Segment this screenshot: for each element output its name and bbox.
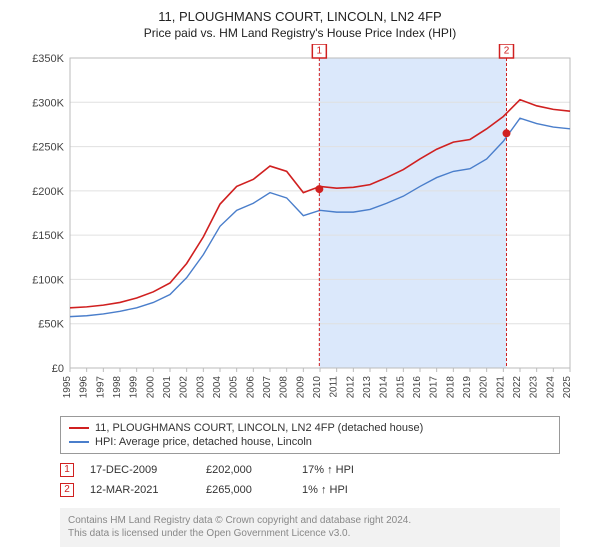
svg-text:2017: 2017 — [429, 375, 440, 398]
svg-text:2025: 2025 — [562, 375, 573, 398]
svg-text:2020: 2020 — [479, 375, 490, 398]
chart-legend: 11, PLOUGHMANS COURT, LINCOLN, LN2 4FP (… — [60, 416, 560, 454]
sale-delta: 17% ↑ HPI — [302, 464, 392, 476]
svg-text:2007: 2007 — [262, 375, 273, 398]
svg-text:1996: 1996 — [79, 375, 90, 398]
svg-text:£200K: £200K — [32, 185, 64, 197]
svg-text:2000: 2000 — [145, 375, 156, 398]
svg-text:2014: 2014 — [379, 375, 390, 398]
svg-text:2021: 2021 — [495, 375, 506, 398]
svg-text:£100K: £100K — [32, 274, 64, 286]
footer-line: This data is licensed under the Open Gov… — [68, 527, 552, 541]
svg-text:1999: 1999 — [129, 375, 140, 398]
svg-text:2002: 2002 — [179, 375, 190, 398]
page-subtitle: Price paid vs. HM Land Registry's House … — [12, 26, 588, 40]
svg-text:£50K: £50K — [38, 318, 64, 330]
sale-marker-icon: 1 — [60, 463, 74, 477]
svg-text:2023: 2023 — [529, 375, 540, 398]
svg-text:2019: 2019 — [462, 375, 473, 398]
svg-text:2011: 2011 — [329, 375, 340, 397]
sale-marker-icon: 2 — [60, 483, 74, 497]
sale-record: 2 12-MAR-2021 £265,000 1% ↑ HPI — [60, 480, 588, 500]
legend-swatch — [69, 427, 89, 429]
svg-text:2001: 2001 — [162, 375, 173, 398]
legend-item: 11, PLOUGHMANS COURT, LINCOLN, LN2 4FP (… — [69, 421, 551, 435]
legend-label: 11, PLOUGHMANS COURT, LINCOLN, LN2 4FP (… — [95, 422, 423, 434]
sale-record: 1 17-DEC-2009 £202,000 17% ↑ HPI — [60, 460, 588, 480]
svg-text:2016: 2016 — [412, 375, 423, 398]
sale-date: 12-MAR-2021 — [90, 484, 190, 496]
sale-records: 1 17-DEC-2009 £202,000 17% ↑ HPI 2 12-MA… — [60, 460, 588, 500]
svg-text:2009: 2009 — [295, 375, 306, 398]
svg-text:2004: 2004 — [212, 375, 223, 398]
svg-text:2015: 2015 — [395, 375, 406, 398]
root: 11, PLOUGHMANS COURT, LINCOLN, LN2 4FP P… — [0, 0, 600, 560]
sale-delta: 1% ↑ HPI — [302, 484, 392, 496]
svg-text:£350K: £350K — [32, 53, 64, 65]
svg-text:£150K: £150K — [32, 230, 64, 242]
sale-date: 17-DEC-2009 — [90, 464, 190, 476]
page-title: 11, PLOUGHMANS COURT, LINCOLN, LN2 4FP — [12, 8, 588, 26]
attribution-footer: Contains HM Land Registry data © Crown c… — [60, 508, 560, 547]
svg-text:£0: £0 — [52, 363, 64, 375]
svg-text:2005: 2005 — [229, 375, 240, 398]
svg-text:1: 1 — [317, 45, 323, 56]
legend-item: HPI: Average price, detached house, Linc… — [69, 435, 551, 449]
svg-text:2024: 2024 — [545, 375, 556, 398]
svg-text:1997: 1997 — [95, 375, 106, 398]
svg-text:2: 2 — [504, 45, 510, 56]
sale-price: £202,000 — [206, 464, 286, 476]
chart-svg: £0 £50K £100K £150K £200K £250K £300K £350K 1995… — [20, 44, 580, 414]
svg-text:£300K: £300K — [32, 97, 64, 109]
svg-text:2018: 2018 — [445, 375, 456, 398]
price-chart: £0 £50K £100K £150K £200K £250K £300K £350K 1995… — [20, 44, 580, 414]
svg-text:1995: 1995 — [62, 375, 73, 398]
svg-text:2012: 2012 — [345, 375, 356, 398]
svg-text:£250K: £250K — [32, 141, 64, 153]
legend-label: HPI: Average price, detached house, Linc… — [95, 436, 312, 448]
svg-text:2013: 2013 — [362, 375, 373, 398]
svg-text:2022: 2022 — [512, 375, 523, 398]
svg-text:2006: 2006 — [245, 375, 256, 398]
svg-text:1998: 1998 — [112, 375, 123, 398]
sale-price: £265,000 — [206, 484, 286, 496]
svg-text:2003: 2003 — [195, 375, 206, 398]
svg-text:2008: 2008 — [279, 375, 290, 398]
legend-swatch — [69, 441, 89, 443]
footer-line: Contains HM Land Registry data © Crown c… — [68, 514, 552, 528]
svg-text:2010: 2010 — [312, 375, 323, 398]
